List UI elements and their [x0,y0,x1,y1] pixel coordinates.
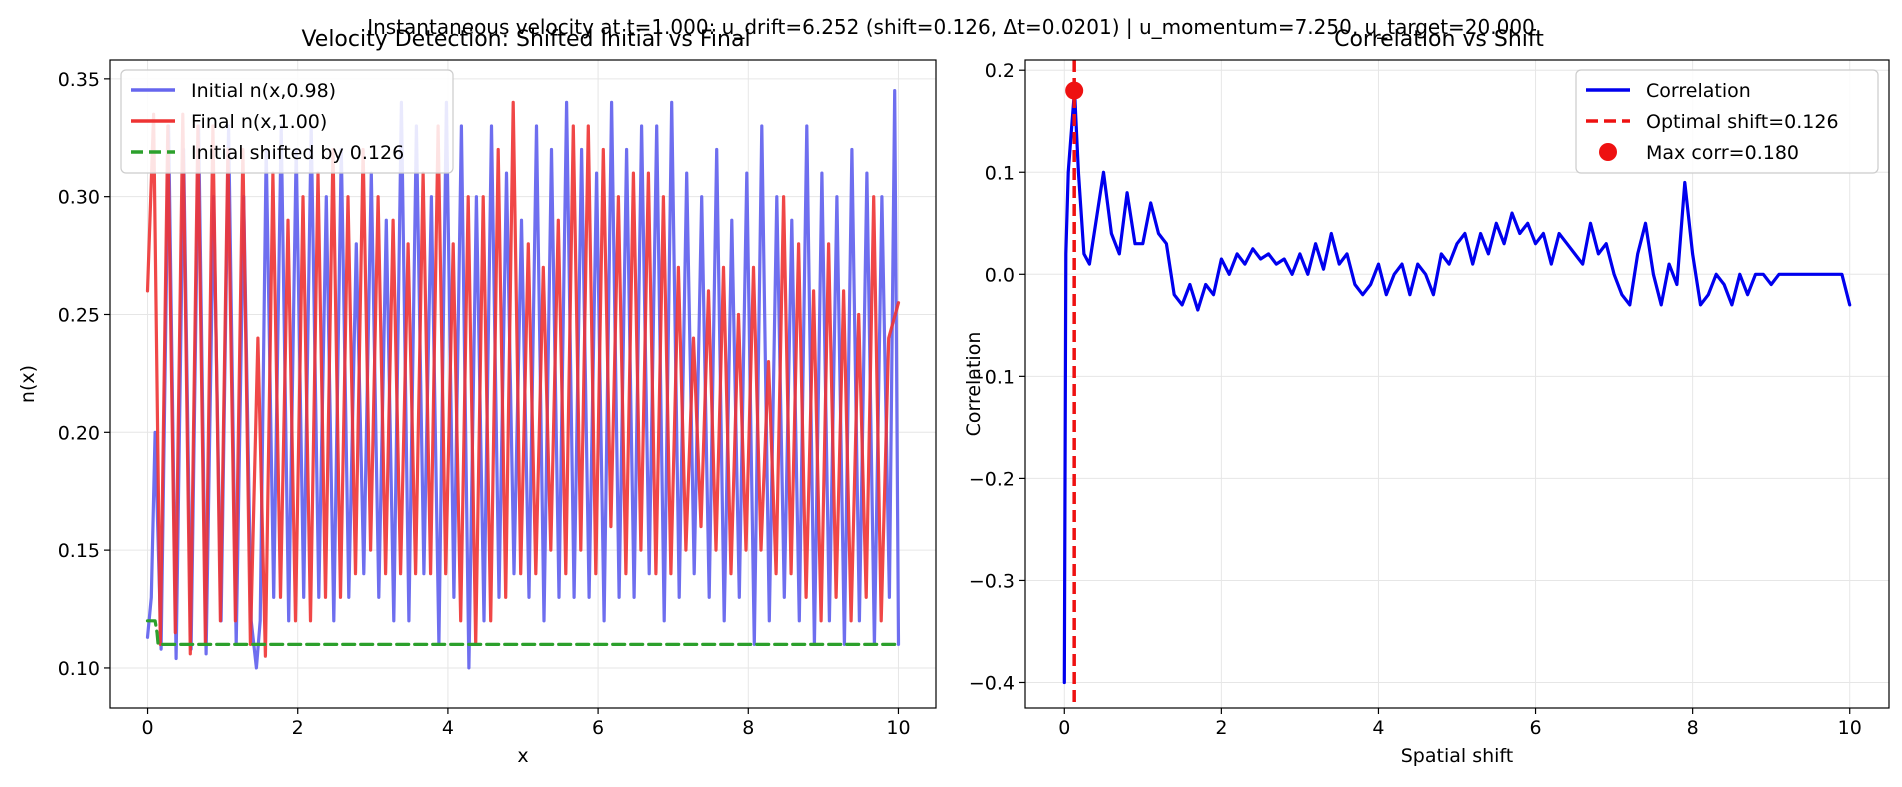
max-corr-marker [1065,81,1084,100]
legend: Initial n(x,0.98) Final n(x,1.00) Initial … [120,69,454,174]
series-line-correlation [1062,88,1852,685]
y-tick-label: −0.4 [969,672,1015,694]
left-chart-title: Velocity Detection: Shifted Initial vs F… [301,27,750,52]
series-line-final [145,100,901,658]
x-tick-label: 4 [1372,717,1384,739]
y-tick-label: 0.15 [58,540,100,562]
y-tick-label: −0.1 [969,366,1015,388]
legend-label: Correlation [1646,80,1751,102]
y-tick-label: 0.25 [58,304,100,326]
figure-suptitle: Instantaneous velocity at t=1.000: u_dri… [367,15,1535,39]
legend: Correlation Optimal shift=0.126 Max corr=0… [1575,69,1879,174]
x-tick-label: 0 [141,717,153,739]
x-tick-label: 10 [1838,717,1862,739]
x-tick-label: 0 [1058,717,1070,739]
axes-frame [1024,59,1890,709]
y-tick-label: 0.1 [985,162,1015,184]
axes-frame [109,59,937,709]
x-tick-label: 6 [592,717,604,739]
y-tick-label: 0.20 [58,422,100,444]
y-tick-label: 0.2 [985,60,1015,82]
x-tick-label: 10 [886,717,910,739]
y-tick-label: 0.35 [58,69,100,91]
x-tick-label: 4 [442,717,454,739]
y-tick-label: 0.0 [985,264,1015,286]
x-tick-label: 2 [292,717,304,739]
legend-marker [1599,143,1617,161]
legend-label: Max corr=0.180 [1646,142,1799,164]
x-tick-label: 8 [742,717,754,739]
legend-box [120,69,454,174]
x-tick-label: 2 [1215,717,1227,739]
series-line-shifted [145,619,901,647]
y-tick-label: 0.30 [58,187,100,209]
y-tick-label: −0.2 [969,468,1015,490]
x-axis-label: x [517,745,528,767]
y-axis-label: Correlation [963,332,985,437]
y-axis-label: n(x) [17,365,39,403]
x-axis-label: Spatial shift [1401,745,1513,767]
legend-label: Final n(x,1.00) [191,111,327,133]
right-chart-title: Correlation vs Shift [1334,27,1544,52]
plot-area [1062,60,1852,708]
right-axes: 0 2 4 6 8 10 −0.4 −0.3 −0.2 −0.1 0.0 0.1 0.2 Spatial … [963,59,1890,767]
x-tick-label: 6 [1529,717,1541,739]
legend-label: Optimal shift=0.126 [1646,111,1839,133]
y-tick-label: −0.3 [969,570,1015,592]
legend-box [1575,69,1879,174]
plot-area [145,88,901,670]
y-tick-label: 0.10 [58,658,100,680]
legend-label: Initial shifted by 0.126 [191,142,404,164]
left-axes: 0 2 4 6 8 10 0.10 0.15 0.20 0.25 0.30 0.35 x n(x) Init… [17,59,937,767]
x-tick-label: 8 [1687,717,1699,739]
legend-label: Initial n(x,0.98) [191,80,336,102]
